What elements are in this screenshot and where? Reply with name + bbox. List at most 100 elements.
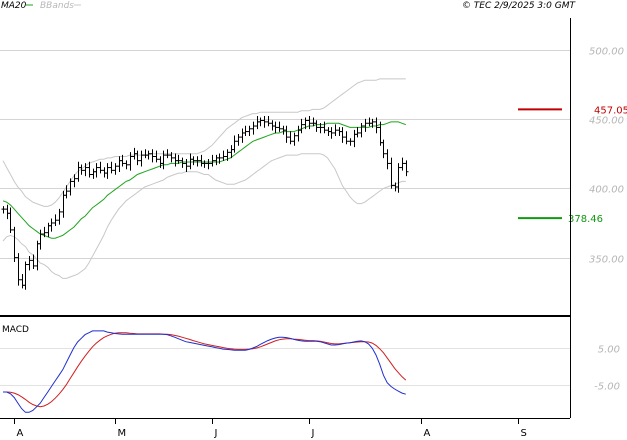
ohlc-bar	[214, 154, 219, 166]
price-tick-label: 500.00	[589, 47, 624, 58]
ohlc-bar	[333, 124, 338, 136]
ohlc-bar	[303, 117, 308, 130]
ohlc-bar	[79, 164, 84, 175]
ohlc-bar	[143, 149, 148, 159]
ohlc-bar	[273, 121, 278, 134]
ohlc-bar	[363, 118, 368, 132]
ohlc-bar	[292, 132, 297, 146]
ohlc-bar	[199, 154, 204, 167]
price-tick-label: 450.00	[589, 116, 624, 127]
ohlc-bar	[49, 218, 54, 232]
ohlc-bar	[87, 161, 92, 178]
month-label: A	[17, 428, 24, 439]
macd-tick-label: 5.00	[598, 345, 620, 356]
ohlc-bar	[102, 167, 107, 178]
ohlc-bar	[72, 174, 77, 188]
ohlc-bar	[232, 135, 237, 153]
ohlc-bar	[251, 121, 256, 135]
ohlc-bar	[124, 160, 129, 170]
ohlc-bar	[277, 121, 282, 132]
ohlc-bar	[195, 156, 200, 167]
ohlc-bar	[120, 154, 125, 167]
ohlc-bar	[38, 229, 43, 250]
ohlc-bar	[68, 178, 73, 196]
ohlc-bar	[318, 122, 323, 134]
ohlc-bar	[94, 163, 99, 178]
ohlc-bar	[266, 116, 271, 127]
price-axis-labels: 500.00 450.00 400.00 350.00	[589, 47, 624, 266]
ohlc-bar	[8, 207, 13, 233]
macd-panel-title: MACD	[2, 325, 29, 335]
price-tick-label: 350.00	[589, 255, 624, 266]
ohlc-bar	[150, 149, 155, 163]
ohlc-bar	[404, 160, 409, 177]
ohlc-bar	[262, 116, 267, 128]
ohlc-bar	[161, 150, 166, 170]
ohlc-bar	[184, 158, 189, 173]
ohlc-bar	[299, 118, 304, 134]
ohlc-bar	[98, 161, 103, 174]
ohlc-bar	[221, 150, 226, 161]
ohlc-bar	[46, 222, 51, 238]
macd-tick-label: -5.00	[594, 382, 620, 393]
copyright-notice: © TEC 2/9/2025 3:0 GMT	[462, 1, 577, 11]
ohlc-bar	[105, 163, 110, 179]
ohlc-bar	[5, 204, 10, 220]
bollinger-lower-band	[2, 153, 406, 279]
ohlc-bar	[91, 168, 96, 179]
ohlc-bar	[173, 153, 178, 167]
ohlc-bars	[1, 116, 409, 290]
ohlc-bar	[322, 121, 327, 134]
ohlc-bar	[344, 131, 349, 145]
ohlc-bar	[314, 120, 319, 132]
ohlc-bar	[284, 125, 289, 143]
bollinger-upper-band	[2, 78, 406, 207]
macd-axis-labels: 5.00 -5.00	[594, 345, 620, 393]
ohlc-bar	[146, 150, 151, 160]
month-label: S	[521, 428, 527, 439]
ohlc-bar	[359, 122, 364, 138]
ohlc-bar	[217, 153, 222, 164]
ohlc-bar	[1, 206, 6, 214]
ohlc-bar	[31, 254, 36, 269]
ohlc-bar	[202, 160, 207, 168]
ohlc-bar	[307, 116, 312, 130]
price-tick-label: 400.00	[589, 185, 624, 196]
month-label: J	[311, 428, 315, 439]
ohlc-bar	[83, 163, 88, 177]
ohlc-bar	[16, 253, 21, 286]
month-label: A	[424, 428, 431, 439]
ohlc-bar	[154, 150, 159, 163]
ohlc-bar	[340, 127, 345, 143]
ohlc-bar	[128, 152, 133, 171]
ohlc-bar	[247, 125, 252, 136]
ohlc-bar	[27, 255, 32, 271]
ohlc-bar	[176, 154, 181, 164]
ohlc-bar	[396, 163, 401, 193]
ohlc-bar	[165, 149, 170, 159]
ohlc-bar	[329, 127, 334, 139]
support-level-label: 378.46	[568, 214, 603, 225]
ohlc-bar	[367, 117, 372, 127]
ohlc-bar	[206, 158, 211, 170]
ohlc-bar	[243, 125, 248, 136]
ohlc-bar	[109, 161, 114, 174]
ohlc-bar	[370, 118, 375, 128]
ohlc-bar	[236, 134, 241, 146]
ohlc-bar	[180, 157, 185, 168]
ohlc-bar	[20, 273, 25, 289]
legend-ma20: MA20	[1, 1, 27, 11]
ohlc-bar	[389, 157, 394, 189]
ohlc-bar	[191, 156, 196, 166]
ohlc-bar	[258, 117, 263, 127]
month-label: J	[214, 428, 218, 439]
ohlc-bar	[270, 120, 275, 131]
ohlc-bar	[381, 139, 386, 159]
ohlc-bar	[135, 150, 140, 166]
ohlc-bar	[117, 156, 122, 173]
ohlc-bar	[23, 261, 28, 290]
ohlc-bar	[53, 214, 58, 227]
ohlc-bar	[210, 154, 215, 167]
